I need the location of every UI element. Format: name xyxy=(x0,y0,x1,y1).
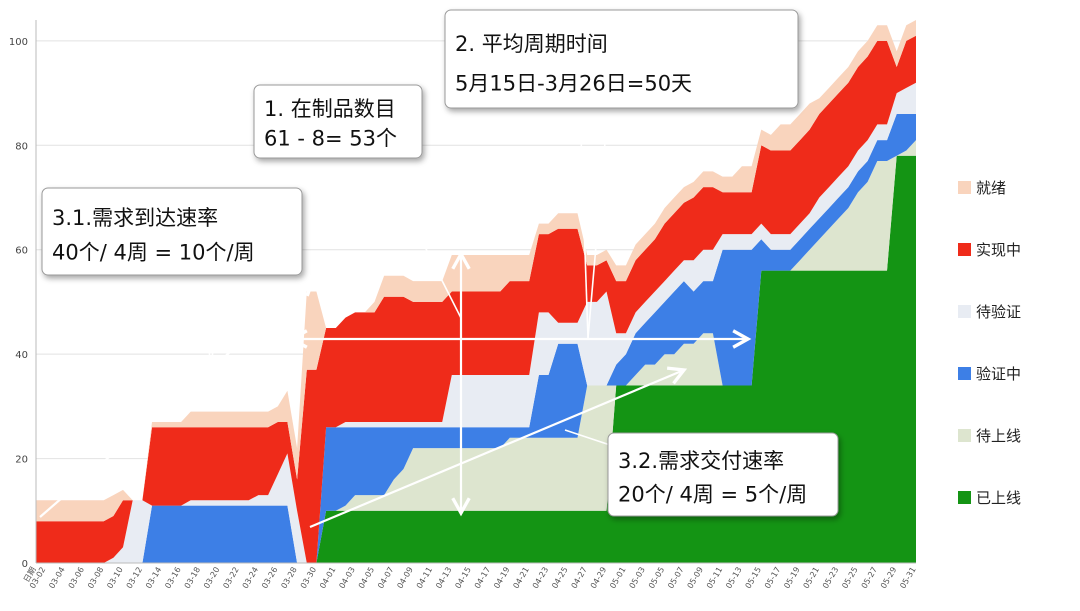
arrival-pointer xyxy=(209,274,226,371)
legend-swatch xyxy=(958,491,971,504)
area-series-4 xyxy=(36,35,916,563)
callout-text-line: 1. 在制品数目 xyxy=(264,97,396,121)
arrival-rate-arrow xyxy=(39,280,313,518)
callout-text-line: 40个/ 4周 = 10个/周 xyxy=(52,241,255,265)
callout-box xyxy=(444,9,799,109)
y-tick-label: 0 xyxy=(22,559,28,570)
wip-pointer xyxy=(379,157,462,319)
arrival-pointer xyxy=(206,274,211,371)
legend-label: 就绪 xyxy=(976,179,1006,197)
area-series-5 xyxy=(36,20,916,522)
annotation-callouts: 1. 在制品数目 61 - 8= 53个 2. 平均周期时间 5月15日-3月26日=… xyxy=(41,9,839,517)
cycle-pointer xyxy=(587,107,609,339)
callout-delivery: 3.2.需求交付速率 20个/ 4周 = 5个/周 xyxy=(607,432,839,517)
legend-label: 待上线 xyxy=(976,427,1021,445)
y-tick-label: 20 xyxy=(15,455,28,466)
legend-label: 已上线 xyxy=(976,489,1021,507)
callout-box xyxy=(607,432,839,517)
callout-text-line: 20个/ 4周 = 5个/周 xyxy=(618,482,807,506)
callout-text-line: 5月15日-3月26日=50天 xyxy=(455,71,692,95)
delivery-pointer xyxy=(564,429,611,446)
callout-text-line: 3.2.需求交付速率 xyxy=(618,449,784,473)
callout-text-line: 3.1.需求到达速率 xyxy=(52,206,218,230)
callout-arrival: 3.1.需求到达速率 40个/ 4周 = 10个/周 xyxy=(41,187,303,276)
callout-wip: 1. 在制品数目 61 - 8= 53个 xyxy=(253,84,423,159)
legend-swatch xyxy=(958,181,971,194)
legend-swatch xyxy=(958,243,971,256)
callout-box xyxy=(41,187,303,276)
y-axis: 0 20 40 60 80 100 xyxy=(9,20,916,570)
y-tick-label: 100 xyxy=(9,37,28,48)
legend-label: 待验证 xyxy=(976,303,1021,321)
annotation-arrows xyxy=(39,107,748,529)
legend-swatch xyxy=(958,305,971,318)
cycle-pointer xyxy=(579,107,589,339)
y-tick-label: 80 xyxy=(15,141,28,152)
legend-label: 验证中 xyxy=(976,365,1021,383)
callout-cycle: 2. 平均周期时间 5月15日-3月26日=50天 xyxy=(444,9,799,109)
area-series-1 xyxy=(36,140,916,563)
callout-box xyxy=(253,84,423,159)
callout-text-line: 61 - 8= 53个 xyxy=(264,126,397,150)
y-tick-label: 60 xyxy=(15,246,28,257)
callout-text-line: 2. 平均周期时间 xyxy=(455,32,608,56)
y-tick-label: 40 xyxy=(15,350,28,361)
legend-swatch xyxy=(958,429,971,442)
legend-swatch xyxy=(958,367,971,380)
delivery-rate-arrow xyxy=(309,370,684,529)
legend-label: 实现中 xyxy=(976,241,1021,259)
